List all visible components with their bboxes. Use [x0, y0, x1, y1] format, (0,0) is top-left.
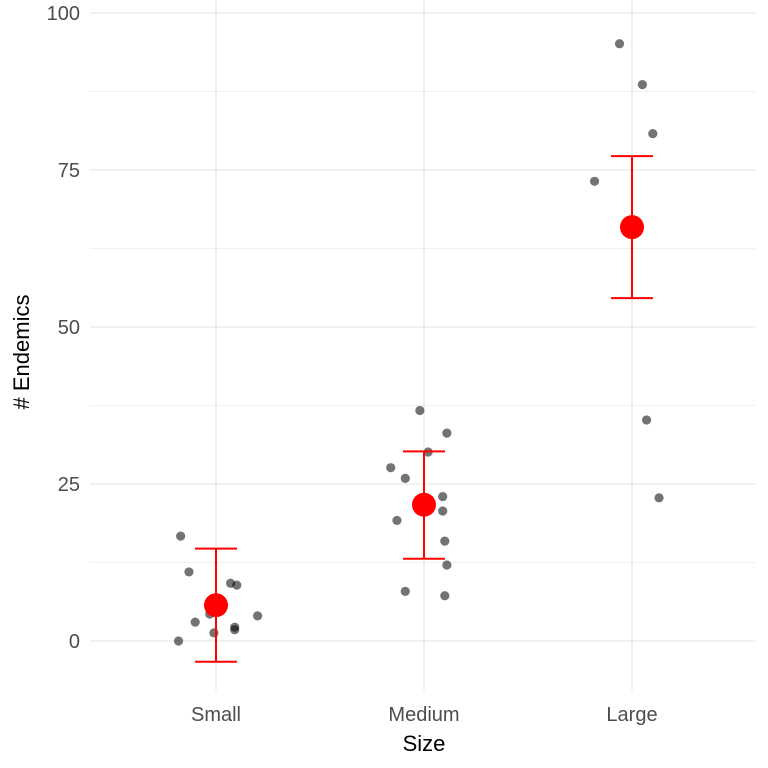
data-point	[442, 428, 452, 438]
data-point	[190, 617, 200, 627]
data-point	[440, 591, 450, 601]
data-point	[232, 580, 242, 590]
data-point	[209, 628, 219, 638]
y-tick-label: 100	[47, 3, 80, 25]
data-point	[637, 79, 648, 90]
data-point	[400, 473, 410, 483]
data-points	[173, 39, 664, 646]
x-tick-label: Small	[191, 704, 241, 726]
data-point	[438, 491, 448, 502]
data-point	[440, 536, 450, 546]
data-point	[400, 586, 410, 596]
data-point	[641, 415, 652, 425]
mean-point	[620, 215, 644, 240]
data-point	[415, 405, 425, 416]
x-tick-label: Large	[606, 704, 657, 726]
summary-markers	[195, 155, 653, 663]
data-point	[648, 128, 658, 139]
data-point	[589, 176, 600, 186]
gridlines	[90, 0, 755, 690]
y-tick-label: 75	[58, 160, 80, 182]
x-tick-label: Medium	[388, 704, 459, 726]
data-point	[184, 567, 194, 577]
data-point	[442, 560, 452, 570]
data-point	[253, 611, 263, 621]
y-tick-label: 25	[58, 474, 80, 496]
y-axis-ticks: 0 25 50 75 100	[47, 3, 80, 653]
y-tick-label: 0	[69, 631, 80, 653]
x-axis-ticks: Small Medium Large	[191, 704, 658, 726]
y-tick-label: 50	[58, 317, 80, 339]
data-point	[654, 493, 664, 503]
mean-point	[412, 492, 436, 517]
data-point	[438, 506, 448, 516]
mean-point	[204, 593, 228, 618]
data-point	[614, 39, 625, 49]
data-point	[176, 531, 186, 541]
data-point	[230, 625, 240, 635]
x-axis-title: Size	[403, 731, 446, 756]
data-point	[173, 636, 184, 646]
y-axis-title: # Endemics	[9, 295, 34, 410]
data-point	[386, 463, 396, 473]
data-point	[392, 515, 402, 526]
